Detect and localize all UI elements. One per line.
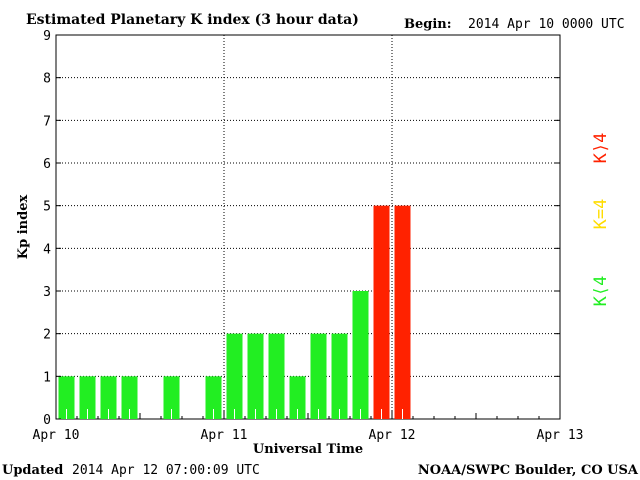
y-tick-label: 7 xyxy=(43,114,51,129)
x-axis-ticks: Apr 10 Apr 11 Apr 12 Apr 13 xyxy=(33,411,584,443)
y-tick-label: 9 xyxy=(43,29,51,44)
y-tick-label: 5 xyxy=(43,200,51,215)
y-tick-label: 4 xyxy=(43,242,51,257)
source-credit: NOAA/SWPC Boulder, CO USA xyxy=(418,463,639,478)
updated-label: Updated xyxy=(2,463,63,478)
y-tick-label: 1 xyxy=(43,370,51,385)
y-tick-label: 8 xyxy=(43,72,51,87)
x-tick-label: Apr 10 xyxy=(33,428,80,443)
kp-bar xyxy=(163,376,180,419)
y-tick-label: 0 xyxy=(43,413,51,428)
y-tick-label: 2 xyxy=(43,328,51,343)
y-axis-label: Kp index xyxy=(16,195,31,260)
begin-label: Begin: xyxy=(404,17,452,32)
x-tick-label: Apr 13 xyxy=(537,428,584,443)
begin-value: 2014 Apr 10 0000 UTC xyxy=(468,17,625,32)
x-axis-label: Universal Time xyxy=(253,442,363,457)
kp-bar xyxy=(352,291,369,419)
kp-bar xyxy=(268,333,285,419)
y-tick-label: 6 xyxy=(43,157,51,172)
grid-lines xyxy=(56,35,560,419)
legend-equal: K=4 xyxy=(591,199,611,230)
legend-low: K⟨4 xyxy=(591,276,611,307)
kp-bar xyxy=(121,376,138,419)
x-tick-label: Apr 12 xyxy=(369,428,416,443)
y-axis-ticks: 0 1 2 3 4 5 6 7 8 9 xyxy=(43,29,560,428)
kp-bar xyxy=(394,205,411,419)
y-tick-label: 3 xyxy=(43,285,51,300)
kp-bar xyxy=(310,333,327,419)
kp-bar xyxy=(289,376,306,419)
kp-bar xyxy=(100,376,117,419)
kp-bar xyxy=(79,376,96,419)
kp-bar xyxy=(205,376,222,419)
kp-bar xyxy=(58,376,75,419)
bars xyxy=(58,205,411,419)
plot-area xyxy=(55,34,561,420)
legend-high: K⟩4 xyxy=(591,133,611,164)
x-tick-label: Apr 11 xyxy=(201,428,248,443)
kp-bar xyxy=(373,205,390,419)
kp-bar xyxy=(331,333,348,419)
kp-bar xyxy=(226,333,243,419)
chart-title: Estimated Planetary K index (3 hour data… xyxy=(26,12,359,28)
kp-bar xyxy=(247,333,264,419)
updated-value: 2014 Apr 12 07:00:09 UTC xyxy=(72,463,260,478)
